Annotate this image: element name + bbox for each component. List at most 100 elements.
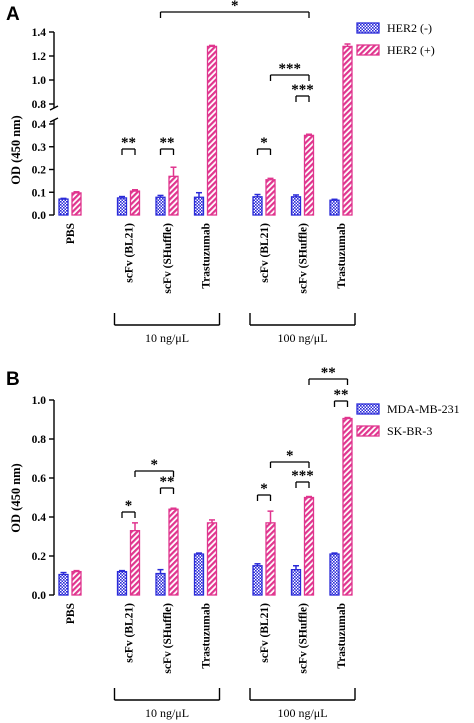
legend-swatch [356, 44, 380, 56]
category-label: Trastuzumab [336, 603, 348, 669]
y-tick-label: 0.4 [32, 512, 47, 524]
category-label: Trastuzumab [201, 603, 213, 669]
bar-series1 [329, 199, 340, 216]
y-tick-label: 0.2 [32, 551, 47, 563]
panel-b-ylabel: OD (450 nm) [9, 463, 23, 532]
panel-a-letter: A [6, 4, 20, 25]
bar-series2 [129, 530, 141, 596]
legend-label: SK-BR-3 [387, 424, 432, 438]
bar-series2 [265, 522, 276, 596]
panel-b-significance: ************* [121, 365, 349, 518]
y-tick-label: 0.0 [32, 590, 47, 602]
significance-label: * [231, 0, 239, 14]
bar-series1 [193, 196, 205, 216]
bar-series1 [290, 569, 302, 596]
bar-series2 [342, 45, 353, 216]
panel-a-bars [58, 43, 353, 216]
category-label: PBS [65, 223, 77, 244]
bar-series1 [58, 198, 69, 216]
significance-label: * [151, 457, 159, 473]
category-label: scFv (SHuffle) [298, 223, 310, 294]
panel-b: B OD (450 nm) 0.00.20.40.60.81.0 *******… [6, 365, 460, 720]
y-axis-break-mark [49, 117, 59, 123]
category-label: Trastuzumab [336, 223, 348, 289]
panel-b-groups: 10 ng/μL 100 ng/μL [113, 688, 356, 720]
significance-label: *** [279, 61, 302, 77]
category-label: scFv (SHuffle) [162, 223, 174, 294]
y-tick-label: 0.8 [32, 99, 47, 111]
y-tick-label: 0.6 [32, 473, 47, 485]
bar-series1 [290, 196, 302, 216]
bar-series2 [206, 522, 218, 596]
panel-b-bars [58, 416, 353, 596]
y-tick-label: 0.1 [32, 187, 47, 199]
category-label: scFv (BL21) [259, 223, 271, 283]
bar-series2 [303, 496, 315, 596]
category-label: scFv (BL21) [259, 603, 271, 663]
bar-series1 [252, 565, 263, 596]
panel-a-significance: ** ** ******** [121, 0, 314, 155]
bar-series2 [129, 190, 141, 216]
panel-a-groups: 10 ng/μL 100 ng/μL [113, 313, 356, 345]
y-tick-label: 0.0 [32, 210, 47, 222]
legend-swatch [356, 403, 380, 415]
panel-b-y-axis: 0.0 0.2 0.4 0.6 0.8 1.0 [32, 395, 55, 602]
y-tick-label: 0.3 [32, 142, 47, 154]
y-tick-label: 0.4 [32, 119, 47, 131]
legend-label: MDA-MB-231 [387, 402, 460, 416]
panel-a: A OD (450 nm) 0.0 0.1 0.2 0.3 0.4 0.8 1.0 1.2 1.… [6, 0, 435, 345]
significance-label: *** [291, 468, 314, 484]
significance-label: * [286, 448, 294, 464]
panel-a-legend: HER2 (-) HER2 (+) [356, 21, 435, 57]
significance-label: *** [291, 82, 314, 98]
y-tick-label: 1.2 [32, 51, 47, 63]
legend-label: HER2 (-) [387, 21, 432, 35]
category-label: PBS [65, 603, 77, 624]
bar-series2 [168, 175, 179, 216]
bar-series1 [252, 196, 263, 216]
y-tick-label: 0.2 [32, 165, 47, 177]
bar-series2 [265, 179, 276, 216]
category-label: Trastuzumab [201, 223, 213, 289]
significance-label: ** [334, 387, 349, 403]
y-axis-break-mark [49, 105, 59, 111]
bar-series2 [342, 417, 353, 596]
y-tick-label: 1.4 [32, 27, 47, 39]
significance-label: ** [321, 365, 336, 381]
category-label: scFv (SHuffle) [162, 603, 174, 674]
significance-label: ** [121, 135, 136, 151]
bar-series1 [58, 573, 69, 596]
legend-label: HER2 (+) [387, 43, 435, 57]
legend-swatch [356, 22, 380, 34]
legend-swatch [356, 425, 380, 437]
significance-label: ** [160, 474, 175, 490]
bar-series1 [116, 197, 128, 216]
category-label: scFv (BL21) [124, 223, 136, 283]
bar-series1 [155, 572, 166, 596]
panel-a-ylabel: OD (450 nm) [9, 115, 23, 184]
panel-b-letter: B [6, 369, 20, 390]
bar-series2 [303, 134, 315, 216]
bar-series2 [168, 508, 179, 596]
significance-label: * [125, 498, 133, 514]
y-tick-label: 1.0 [32, 75, 47, 87]
y-tick-label: 1.0 [32, 395, 47, 407]
group-label: 10 ng/μL [145, 331, 189, 345]
bar-series2 [206, 45, 218, 216]
y-tick-label: 0.8 [32, 434, 47, 446]
category-label: scFv (BL21) [124, 603, 136, 663]
panel-b-legend: MDA-MB-231 SK-BR-3 [356, 402, 460, 438]
bar-series1 [116, 570, 128, 596]
category-label: scFv (SHuffle) [298, 603, 310, 674]
bar-series1 [155, 196, 166, 216]
panel-b-category-labels: PBS scFv (BL21) scFv (SHuffle) Trastuzumab s… [65, 603, 348, 674]
significance-label: * [260, 481, 268, 497]
panel-a-y-axis: 0.0 0.1 0.2 0.3 0.4 0.8 1.0 1.2 1.4 [32, 27, 59, 222]
group-label: 10 ng/μL [145, 706, 189, 720]
bar-series2 [71, 192, 82, 216]
group-label: 100 ng/μL [277, 706, 327, 720]
bar-series2 [71, 570, 82, 596]
panel-a-category-labels: PBS scFv (BL21) scFv (SHuffle) Trastuzumab s… [65, 223, 348, 294]
bar-series1 [193, 553, 205, 596]
